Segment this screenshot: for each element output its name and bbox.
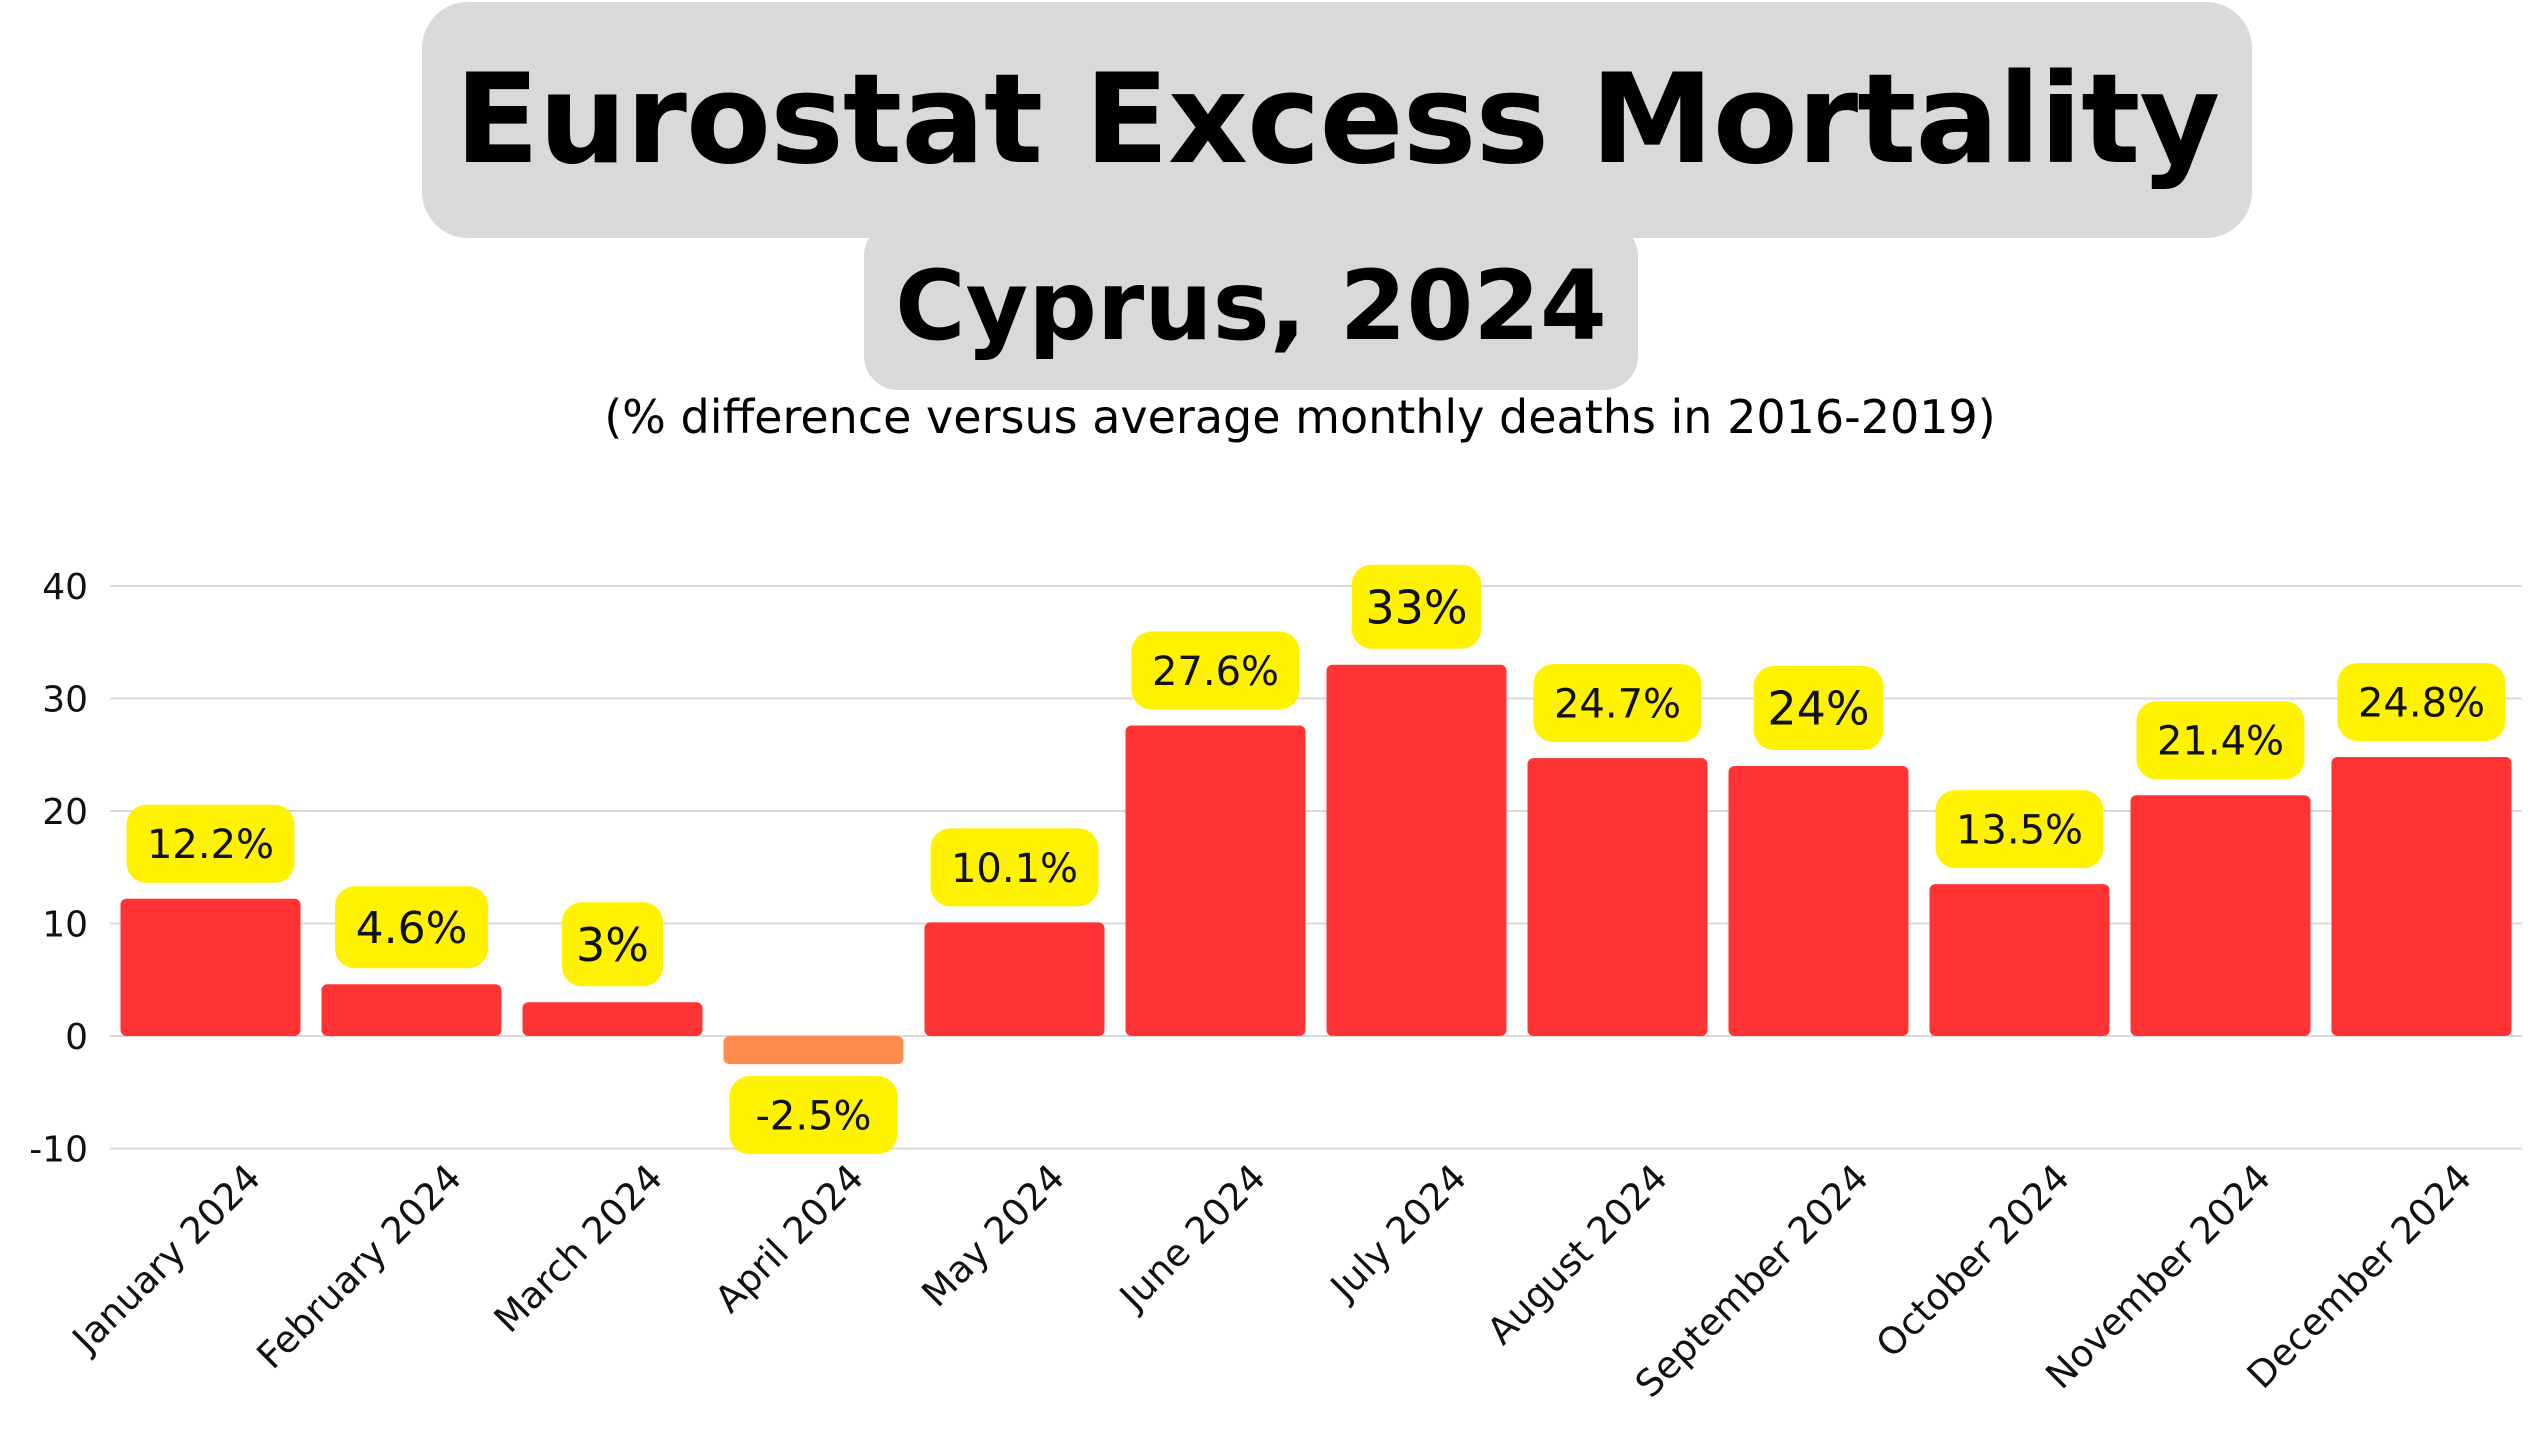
bar bbox=[321, 984, 502, 1036]
data-label-badge: 4.6% bbox=[334, 886, 489, 969]
data-label: 27.6% bbox=[1152, 649, 1279, 695]
x-category-label: July 2024 bbox=[1321, 1156, 1475, 1310]
x-category-label: May 2024 bbox=[913, 1156, 1072, 1315]
data-label: 12.2% bbox=[147, 822, 274, 868]
data-label: 4.6% bbox=[356, 903, 468, 954]
bar bbox=[723, 1036, 904, 1065]
data-label: 24.8% bbox=[2358, 680, 2485, 726]
data-label: -2.5% bbox=[755, 1094, 871, 1140]
data-label-background bbox=[126, 804, 295, 883]
y-tick-label: 30 bbox=[42, 680, 88, 721]
data-label-badge: 24.8% bbox=[2337, 663, 2506, 741]
data-label: 33% bbox=[1365, 580, 1467, 634]
data-label-background bbox=[2337, 663, 2506, 741]
y-tick-label: 40 bbox=[42, 567, 88, 608]
chart-title: Eurostat Excess Mortality bbox=[454, 48, 2220, 192]
bar bbox=[1929, 884, 2110, 1036]
data-label-badge: 24% bbox=[1753, 666, 1884, 750]
grid-layer bbox=[110, 585, 2522, 1150]
bar bbox=[2331, 757, 2512, 1036]
data-label-background bbox=[334, 886, 489, 969]
x-category-label: February 2024 bbox=[249, 1156, 470, 1377]
x-category-label: June 2024 bbox=[1110, 1156, 1274, 1320]
data-label-badge: 10.1% bbox=[930, 828, 1099, 907]
data-label: 21.4% bbox=[2157, 719, 2284, 765]
x-category-label: March 2024 bbox=[486, 1156, 671, 1341]
bar bbox=[120, 898, 301, 1036]
y-axis-tick-labels: 40 30 20 10 0 -10 bbox=[29, 567, 88, 1171]
data-label-badge: 27.6% bbox=[1131, 631, 1300, 710]
data-label: 3% bbox=[576, 918, 649, 972]
bar bbox=[1527, 758, 1708, 1036]
bar bbox=[1125, 725, 1306, 1036]
data-label-background bbox=[2136, 701, 2305, 780]
data-label: 13.5% bbox=[1956, 808, 2083, 854]
y-tick-label: 0 bbox=[65, 1017, 88, 1058]
data-label-badge: 33% bbox=[1351, 564, 1482, 649]
data-label-background bbox=[1533, 664, 1702, 743]
data-label-badge: 21.4% bbox=[2136, 701, 2305, 780]
x-category-label: November 2024 bbox=[2037, 1156, 2278, 1397]
x-category-label: January 2024 bbox=[63, 1156, 269, 1362]
data-label: 24% bbox=[1767, 682, 1869, 736]
chart-note: (% difference versus average monthly dea… bbox=[604, 390, 1996, 444]
chart-subtitle: Cyprus, 2024 bbox=[895, 250, 1607, 362]
data-label-background bbox=[1351, 564, 1482, 649]
data-label-badge: 12.2% bbox=[126, 804, 295, 883]
data-label-badge: -2.5% bbox=[729, 1076, 898, 1155]
y-tick-label: 10 bbox=[42, 905, 88, 946]
data-label-background bbox=[1753, 666, 1884, 750]
data-label-background bbox=[1131, 631, 1300, 710]
bar bbox=[522, 1002, 703, 1036]
data-label-badge: 13.5% bbox=[1935, 790, 2104, 869]
data-label-background bbox=[729, 1076, 898, 1155]
bar bbox=[1728, 766, 1909, 1036]
y-tick-label: -10 bbox=[29, 1130, 88, 1171]
data-label-badge: 3% bbox=[561, 902, 664, 987]
bar bbox=[2130, 795, 2311, 1036]
data-label-badge: 24.7% bbox=[1533, 664, 1702, 743]
bar bbox=[924, 922, 1105, 1036]
data-label: 24.7% bbox=[1554, 682, 1681, 728]
data-label-background bbox=[561, 902, 664, 987]
subtitle-banner: Cyprus, 2024 bbox=[864, 222, 1638, 390]
bars bbox=[120, 664, 2512, 1065]
x-category-label: April 2024 bbox=[707, 1156, 872, 1321]
x-category-label: December 2024 bbox=[2239, 1156, 2480, 1397]
data-label-background bbox=[1935, 790, 2104, 869]
x-category-label: October 2024 bbox=[1868, 1156, 2078, 1366]
data-label-background bbox=[930, 828, 1099, 907]
x-category-label: August 2024 bbox=[1479, 1156, 1676, 1353]
bar bbox=[1326, 664, 1507, 1036]
title-banner: Eurostat Excess Mortality bbox=[422, 2, 2252, 238]
data-labels: 12.2% 4.6% 3% -2.5% 10.1% 27.6% 33% 24.7% 24% 13.… bbox=[126, 564, 2506, 1155]
y-tick-label: 20 bbox=[42, 792, 88, 833]
data-label: 10.1% bbox=[951, 846, 1078, 892]
